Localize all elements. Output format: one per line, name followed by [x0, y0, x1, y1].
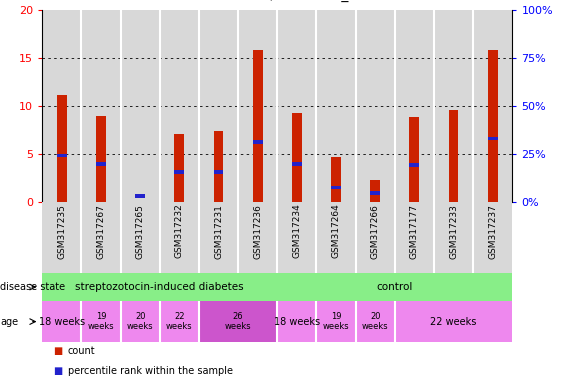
Bar [160, 301, 199, 342]
Bar [356, 202, 395, 273]
Text: 22
weeks: 22 weeks [166, 312, 193, 331]
Bar [473, 10, 512, 202]
Bar [120, 202, 160, 273]
Bar [238, 10, 277, 202]
Bar [96, 116, 106, 202]
Bar [175, 170, 184, 174]
Text: GSM317264: GSM317264 [332, 204, 341, 258]
Bar [213, 131, 224, 202]
Bar [473, 202, 512, 273]
Bar [434, 202, 473, 273]
Bar [395, 10, 434, 202]
Bar [356, 301, 395, 342]
Bar [57, 95, 66, 202]
Bar [488, 137, 498, 140]
Bar [253, 141, 262, 144]
Text: GSM317266: GSM317266 [370, 204, 379, 258]
Bar [292, 162, 302, 166]
Bar [370, 180, 380, 202]
Bar [42, 273, 277, 301]
Text: ■: ■ [53, 346, 62, 356]
Text: GSM317265: GSM317265 [136, 204, 145, 258]
Text: 22 weeks: 22 weeks [430, 316, 477, 327]
Text: GSM317232: GSM317232 [175, 204, 184, 258]
Bar [395, 301, 512, 342]
Text: 18 weeks: 18 weeks [274, 316, 320, 327]
Text: age: age [0, 316, 18, 327]
Text: GSM317233: GSM317233 [449, 204, 458, 258]
Bar [409, 117, 419, 202]
Text: GSM317267: GSM317267 [96, 204, 105, 258]
Bar [449, 111, 458, 202]
Text: streptozotocin-induced diabetes: streptozotocin-induced diabetes [75, 282, 244, 292]
Bar [277, 273, 512, 301]
Bar [199, 10, 238, 202]
Bar [42, 10, 82, 202]
Bar [57, 154, 66, 157]
Text: 20
weeks: 20 weeks [127, 312, 154, 331]
Bar [96, 162, 106, 166]
Bar [199, 202, 238, 273]
Text: GSM317231: GSM317231 [214, 204, 223, 258]
Bar [409, 164, 419, 167]
Bar [120, 301, 160, 342]
Bar [356, 10, 395, 202]
Text: count: count [68, 346, 95, 356]
Bar [213, 170, 224, 174]
Text: 26
weeks: 26 weeks [225, 312, 252, 331]
Text: GSM317237: GSM317237 [488, 204, 497, 258]
Bar [277, 202, 316, 273]
Text: GDS4025 / 1380936_at: GDS4025 / 1380936_at [201, 0, 362, 2]
Bar [488, 50, 498, 202]
Text: ■: ■ [53, 366, 62, 376]
Text: disease state: disease state [0, 282, 65, 292]
Bar [120, 10, 160, 202]
Text: control: control [377, 282, 413, 292]
Text: GSM317235: GSM317235 [57, 204, 66, 258]
Bar [292, 113, 302, 202]
Bar [253, 50, 262, 202]
Bar [82, 301, 120, 342]
Bar [316, 301, 356, 342]
Text: 19
weeks: 19 weeks [323, 312, 350, 331]
Text: 20
weeks: 20 weeks [362, 312, 388, 331]
Bar [331, 185, 341, 189]
Text: GSM317234: GSM317234 [292, 204, 301, 258]
Bar [316, 202, 356, 273]
Text: percentile rank within the sample: percentile rank within the sample [68, 366, 233, 376]
Text: GSM317177: GSM317177 [410, 204, 419, 259]
Bar [316, 10, 356, 202]
Bar [395, 202, 434, 273]
Bar [175, 134, 184, 202]
Bar [199, 301, 277, 342]
Text: GSM317236: GSM317236 [253, 204, 262, 258]
Bar [238, 202, 277, 273]
Bar [370, 191, 380, 195]
Bar [277, 10, 316, 202]
Bar [160, 10, 199, 202]
Bar [160, 202, 199, 273]
Text: 19
weeks: 19 weeks [88, 312, 114, 331]
Bar [277, 301, 316, 342]
Bar [434, 10, 473, 202]
Bar [135, 194, 145, 197]
Bar [82, 10, 120, 202]
Bar [331, 157, 341, 202]
Text: 18 weeks: 18 weeks [39, 316, 85, 327]
Bar [42, 301, 82, 342]
Bar [82, 202, 120, 273]
Bar [42, 202, 82, 273]
